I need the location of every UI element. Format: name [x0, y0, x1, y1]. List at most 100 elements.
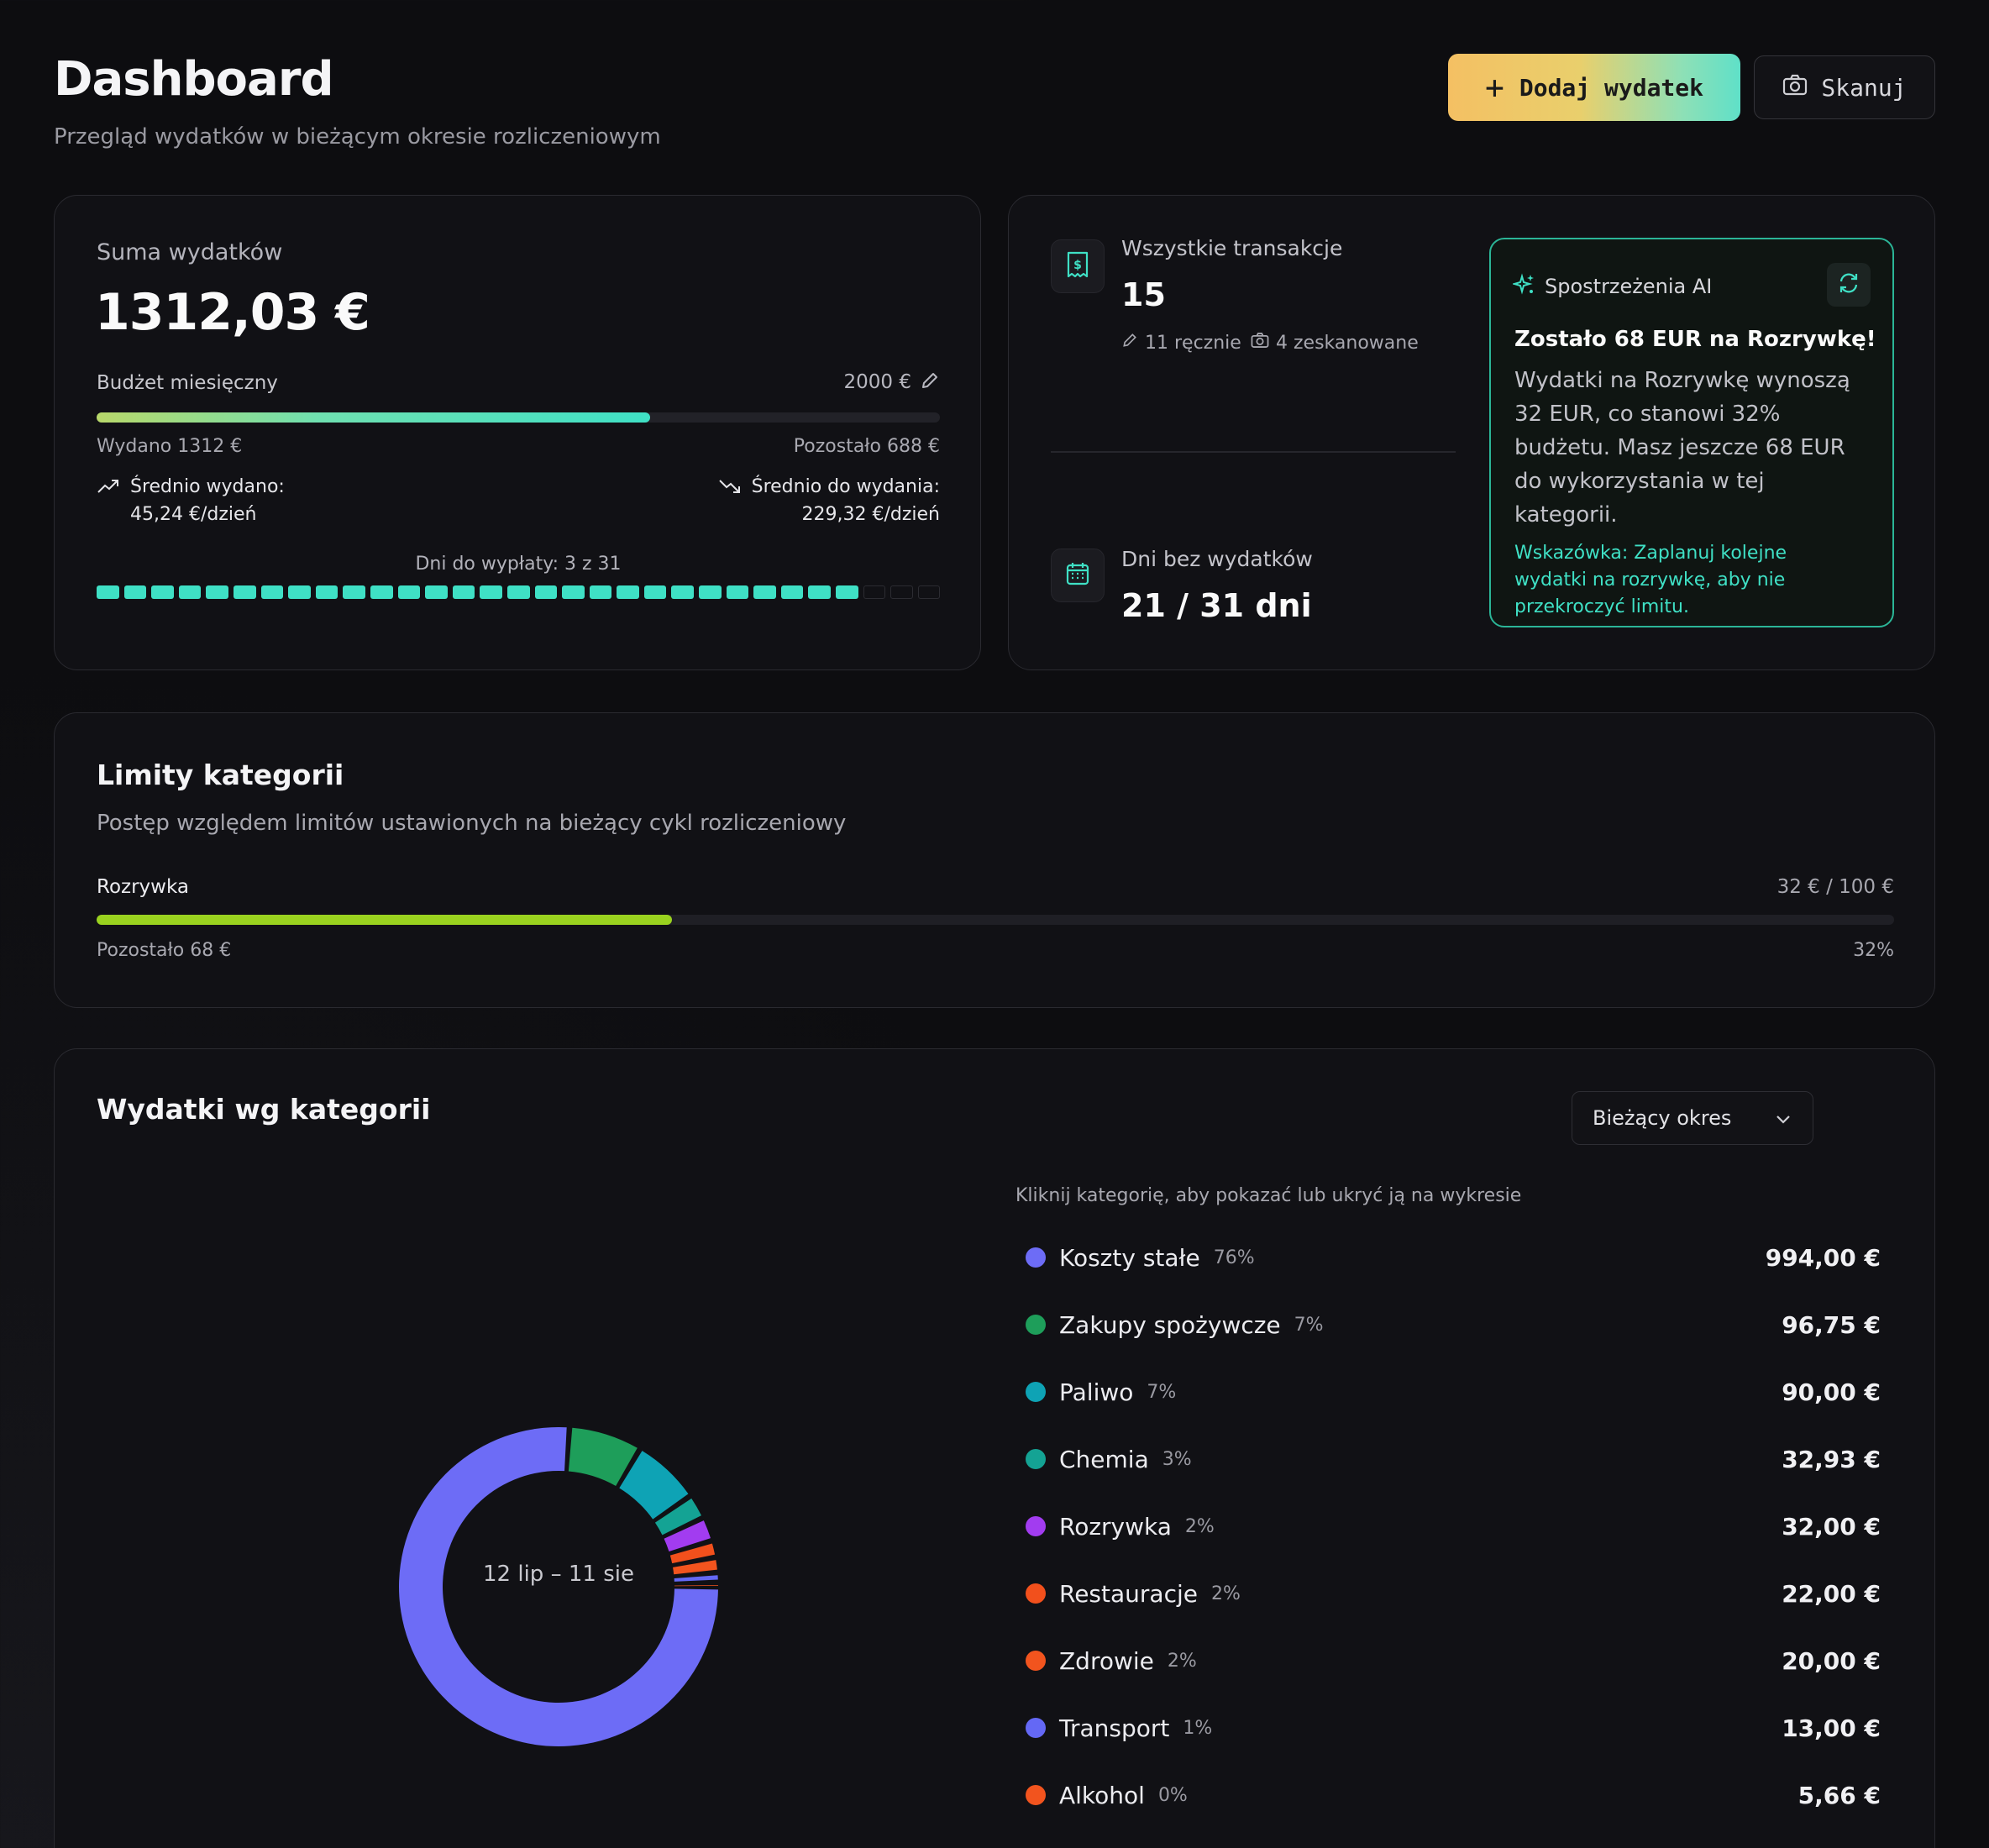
plus-icon: + [1484, 69, 1504, 106]
camera-icon [1782, 74, 1808, 102]
limit-progress-fill [97, 915, 672, 925]
pencil-icon [1121, 332, 1138, 354]
legend-amount: 20,00 € [1782, 1646, 1881, 1675]
donut-slice[interactable] [669, 1543, 716, 1564]
legend-item[interactable]: Chemia 3% 32,93 € [1015, 1437, 1881, 1481]
trending-down-icon [718, 478, 742, 525]
donut-slice[interactable] [673, 1560, 717, 1575]
ai-tip: Wskazówka: Zaplanuj kolejne wydatki na r… [1514, 543, 1787, 617]
limit-remaining: Pozostało 68 € [97, 940, 232, 961]
payday-segment [643, 585, 667, 599]
legend-name: Zdrowie [1059, 1646, 1154, 1675]
legend-item[interactable]: Rozrywka 2% 32,00 € [1015, 1504, 1881, 1548]
avg-spent: Średnio wydano: 45,24 €/dzień [97, 476, 285, 525]
payday-segment [425, 585, 448, 599]
no-spend-value: 21 / 31 dni [1121, 587, 1312, 624]
legend-dot [1026, 1315, 1046, 1335]
pencil-icon[interactable] [920, 370, 940, 394]
payday-segment [506, 585, 530, 599]
transactions-count: 15 [1121, 276, 1166, 313]
legend-item[interactable]: Koszty stałe 76% 994,00 € [1015, 1236, 1881, 1279]
legend-amount: 22,00 € [1782, 1579, 1881, 1608]
legend-percent: 2% [1167, 1650, 1197, 1672]
avg-left: Średnio do wydania: 229,32 €/dzień [718, 476, 940, 525]
legend-percent: 76% [1213, 1247, 1255, 1268]
payday-segment [123, 585, 147, 599]
legend-percent: 7% [1147, 1381, 1177, 1403]
avg-spent-value: 45,24 €/dzień [130, 504, 257, 525]
no-spend-label: Dni bez wydatków [1121, 547, 1313, 571]
payday-segment [97, 585, 119, 599]
categories-title: Wydatki wg kategorii [97, 1093, 431, 1126]
category-legend: Koszty stałe 76% 994,00 € Zakupy spożywcze 7… [1015, 1236, 1881, 1848]
total-label: Suma wydatków [97, 239, 283, 265]
payday-segment [343, 585, 365, 599]
donut-slice[interactable] [654, 1498, 701, 1536]
payday-segment [671, 585, 695, 599]
trending-up-icon [97, 478, 120, 525]
legend-percent: 0% [1157, 1784, 1188, 1806]
total-spending-card: Suma wydatków 1312,03 € Budżet miesięczn… [54, 195, 981, 670]
legend-name: Koszty stałe [1059, 1243, 1200, 1272]
transactions-card: $ Wszystkie transakcje 15 11 ręcznie 4 z… [1008, 195, 1935, 670]
legend-item[interactable]: Paliwo 7% 90,00 € [1015, 1370, 1881, 1414]
legend-name: Alkohol [1059, 1781, 1145, 1809]
ai-insights-title: Spostrzeżenia AI [1545, 275, 1713, 298]
scanned-count-text: 4 zeskanowane [1276, 332, 1419, 354]
donut-slice[interactable] [664, 1520, 711, 1551]
legend-amount: 994,00 € [1765, 1243, 1881, 1272]
legend-item[interactable]: Zakupy spożywcze 7% 96,75 € [1015, 1303, 1881, 1347]
legend-percent: 3% [1162, 1448, 1192, 1470]
payday-segment [480, 585, 502, 599]
legend-amount: 13,00 € [1782, 1714, 1881, 1742]
category-spending-card: Wydatki wg kategorii Bieżący okres 12 li… [54, 1048, 1935, 1848]
payday-segment [452, 585, 475, 599]
avg-left-value: 229,32 €/dzień [801, 504, 940, 525]
legend-amount: 32,00 € [1782, 1512, 1881, 1541]
legend-dot [1026, 1651, 1046, 1671]
legend-percent: 2% [1184, 1515, 1215, 1537]
payday-segment [233, 585, 256, 599]
divider [1051, 451, 1456, 453]
donut-slice[interactable] [674, 1585, 718, 1587]
payday-segment [260, 585, 284, 599]
payday-segment [151, 585, 174, 599]
limits-title: Limity kategorii [97, 759, 344, 791]
legend-dot [1026, 1583, 1046, 1604]
legend-dot [1026, 1247, 1046, 1268]
donut-slice[interactable] [619, 1451, 689, 1520]
period-select[interactable]: Bieżący okres [1572, 1091, 1813, 1145]
spent-text: Wydano 1312 € [97, 436, 243, 457]
scan-button[interactable]: Skanuj [1754, 55, 1935, 119]
ai-insights-header: Spostrzeżenia AI [1511, 273, 1713, 300]
period-select-value: Bieżący okres [1593, 1106, 1732, 1130]
legend-name: Zakupy spożywcze [1059, 1310, 1281, 1339]
budget-edit[interactable]: 2000 € [844, 370, 940, 394]
legend-dot [1026, 1382, 1046, 1402]
budget-value: 2000 € [843, 371, 911, 393]
scanned-count: 4 zeskanowane [1251, 332, 1419, 354]
payday-label: Dni do wypłaty: 3 z 31 [415, 554, 622, 575]
page-title: Dashboard [54, 52, 334, 107]
avg-spent-label: Średnio wydano: [130, 476, 285, 497]
legend-item[interactable]: Transport 1% 13,00 € [1015, 1706, 1881, 1750]
legend-name: Restauracje [1059, 1579, 1198, 1608]
budget-label: Budżet miesięczny [97, 372, 278, 394]
legend-amount: 5,66 € [1797, 1781, 1881, 1809]
legend-percent: 1% [1183, 1717, 1213, 1739]
payday-segment [863, 585, 886, 599]
svg-text:$: $ [1073, 259, 1082, 272]
legend-item[interactable]: Restauracje 2% 22,00 € [1015, 1572, 1881, 1615]
donut-slice[interactable] [674, 1575, 718, 1582]
legend-percent: 2% [1210, 1583, 1241, 1604]
legend-item[interactable]: Alkohol 0% 5,66 € [1015, 1773, 1881, 1817]
legend-item[interactable]: Zdrowie 2% 20,00 € [1015, 1639, 1881, 1683]
chevron-down-icon [1774, 1106, 1792, 1130]
add-expense-button[interactable]: + Dodaj wydatek [1448, 54, 1740, 121]
legend-hint: Kliknij kategorię, aby pokazać lub ukryć… [1015, 1185, 1522, 1206]
refresh-button[interactable] [1827, 263, 1871, 307]
donut-slice[interactable] [568, 1427, 638, 1486]
limits-subtitle: Postęp względem limitów ustawionych na b… [97, 811, 847, 836]
category-limits-card: Limity kategorii Postęp względem limitów… [54, 712, 1935, 1008]
ai-headline: Zostało 68 EUR na Rozrywkę! [1514, 327, 1876, 352]
